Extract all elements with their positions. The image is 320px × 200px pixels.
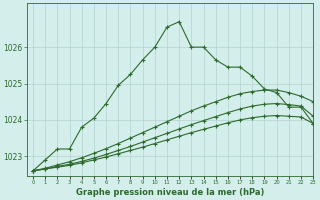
X-axis label: Graphe pression niveau de la mer (hPa): Graphe pression niveau de la mer (hPa) bbox=[76, 188, 264, 197]
